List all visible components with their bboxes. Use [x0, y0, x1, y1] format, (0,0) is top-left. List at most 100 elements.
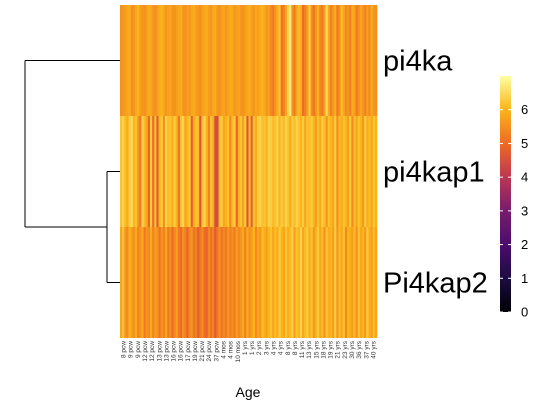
heatmap-cell: [212, 5, 214, 116]
heatmap-cell: [169, 116, 171, 227]
heatmap-cell: [351, 5, 353, 116]
heatmap-cell: [313, 227, 315, 338]
heatmap-cell: [129, 116, 131, 227]
heatmap-cell: [124, 5, 126, 116]
heatmap-cell: [199, 116, 201, 227]
heatmap-cell: [364, 116, 366, 227]
heatmap-cell: [169, 5, 171, 116]
heatmap-cell: [283, 116, 285, 227]
heatmap-cell: [204, 227, 206, 338]
heatmap-cell: [289, 116, 291, 227]
heatmap-cell: [176, 227, 178, 338]
heatmap-cell: [368, 227, 370, 338]
heatmap-cell: [238, 116, 240, 227]
heatmap-cell: [306, 227, 308, 338]
heatmap-cell: [362, 5, 364, 116]
heatmap-cell: [347, 116, 349, 227]
heatmap-cell: [270, 116, 272, 227]
x-tick-label: 2 yrs: [256, 340, 263, 355]
heatmap-cell: [272, 116, 274, 227]
heatmap-cell: [133, 116, 135, 227]
heatmap-cell: [257, 116, 259, 227]
heatmap-cell: [302, 227, 304, 338]
heatmap-cell: [255, 116, 257, 227]
heatmap-cell: [296, 227, 298, 338]
heatmap-cell: [182, 116, 184, 227]
heatmap-cell: [246, 116, 248, 227]
row-label-pi4kap1: pi4kap1: [383, 157, 485, 189]
heatmap-cell: [219, 116, 221, 227]
heatmap-cell: [126, 116, 128, 227]
x-tick-label: 9 pcw: [128, 341, 135, 358]
x-tick-label: 15 yrs: [313, 340, 320, 358]
heatmap-cell: [238, 5, 240, 116]
heatmap-cell: [167, 5, 169, 116]
heatmap-cell: [191, 227, 193, 338]
heatmap-cell: [341, 116, 343, 227]
heatmap-cell: [199, 5, 201, 116]
row-labels: pi4kapi4kap1Pi4kap2: [383, 46, 488, 300]
x-tick-label: 36 yrs: [356, 340, 363, 358]
heatmap-cell: [356, 227, 358, 338]
heatmap-cell: [287, 227, 289, 338]
heatmap-cell: [257, 227, 259, 338]
heatmap-cell: [195, 5, 197, 116]
heatmap-cell: [343, 227, 345, 338]
heatmap-cell: [229, 5, 231, 116]
heatmap-cell: [308, 227, 310, 338]
heatmap-cell: [341, 227, 343, 338]
heatmap-cell: [296, 116, 298, 227]
heatmap-cell: [298, 5, 300, 116]
heatmap-cell: [212, 227, 214, 338]
heatmap-cell: [368, 116, 370, 227]
heatmap-cell: [347, 5, 349, 116]
heatmap-cell: [191, 116, 193, 227]
heatmap-cell: [285, 116, 287, 227]
heatmap-cell: [126, 227, 128, 338]
heatmap-cell: [238, 227, 240, 338]
heatmap-cell: [266, 227, 268, 338]
heatmap-cell: [225, 227, 227, 338]
heatmap-cell: [330, 116, 332, 227]
heatmap-cell: [133, 227, 135, 338]
heatmap-cell: [302, 116, 304, 227]
x-tick-label: 37 pcw: [213, 341, 220, 362]
heatmap-cell: [336, 116, 338, 227]
x-tick-label: 13 pcw: [156, 341, 163, 362]
heatmap-cell: [206, 116, 208, 227]
heatmap-cell: [214, 227, 216, 338]
heatmap-cell: [195, 116, 197, 227]
row-label-pi4kap2: Pi4kap2: [383, 268, 488, 300]
heatmap-cell: [120, 116, 122, 227]
heatmap-cell: [219, 5, 221, 116]
heatmap-cell: [349, 227, 351, 338]
heatmap-cell: [199, 227, 201, 338]
heatmap-cell: [204, 5, 206, 116]
heatmap-cell: [231, 5, 233, 116]
heatmap-cell: [240, 227, 242, 338]
heatmap-cell: [186, 116, 188, 227]
heatmap-cell: [236, 227, 238, 338]
x-tick-label: 21 yrs: [335, 340, 342, 358]
heatmap-cell: [152, 116, 154, 227]
heatmap-cell: [167, 116, 169, 227]
heatmap-cell: [141, 5, 143, 116]
heatmap-cell: [210, 5, 212, 116]
heatmap-cell: [208, 5, 210, 116]
heatmap-cell: [371, 116, 373, 227]
heatmap-cell: [251, 227, 253, 338]
heatmap-cell: [334, 116, 336, 227]
heatmap-cell: [214, 116, 216, 227]
heatmap-cell: [259, 227, 261, 338]
heatmap-cell: [283, 227, 285, 338]
heatmap-cell: [131, 116, 133, 227]
heatmap-cell: [219, 227, 221, 338]
heatmap-cell: [278, 227, 280, 338]
x-tick-label: 19 yrs: [328, 340, 335, 358]
colorbar-tick-label: 0: [521, 305, 528, 320]
heatmap-cell: [216, 116, 218, 227]
heatmap-cell: [353, 5, 355, 116]
x-tick-label: 1 yrs: [242, 340, 249, 355]
heatmap-cell: [263, 227, 265, 338]
